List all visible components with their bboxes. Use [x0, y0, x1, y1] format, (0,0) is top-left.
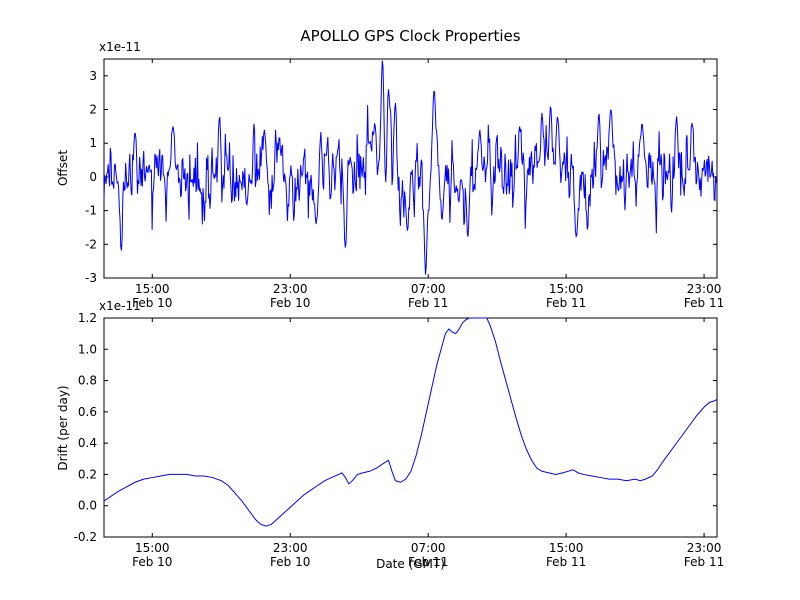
x-tick-time-label: 15:00	[549, 282, 584, 296]
x-axis-label: Date (GMT)	[376, 557, 445, 571]
x-tick-time-label: 23:00	[687, 541, 722, 555]
x-tick-date-label: Feb 11	[408, 296, 448, 310]
offset-axes-frame	[103, 58, 718, 279]
drift-scale-multiplier-label: x1e-11	[99, 299, 141, 313]
y-tick-label: 0.2	[78, 467, 97, 481]
y-tick-label: 3	[89, 69, 97, 83]
x-tick-time-label: 07:00	[411, 282, 446, 296]
x-tick-time-label: 15:00	[135, 541, 170, 555]
x-tick-time-label: 23:00	[687, 282, 722, 296]
x-tick-time-label: 15:00	[135, 282, 170, 296]
x-tick-time-label: 23:00	[273, 282, 308, 296]
x-tick-date-label: Feb 10	[270, 296, 310, 310]
x-tick-date-label: Feb 11	[546, 296, 586, 310]
y-tick-label: 0.4	[78, 436, 97, 450]
y-tick-label: 2	[89, 103, 97, 117]
offset-scale-multiplier-label: x1e-11	[99, 40, 141, 54]
y-tick-label: 1.0	[78, 342, 97, 356]
x-tick-date-label: Feb 10	[132, 555, 172, 569]
y-tick-label: 0.8	[78, 374, 97, 388]
y-tick-label: 1	[89, 136, 97, 150]
x-tick-date-label: Feb 11	[684, 555, 724, 569]
x-tick-time-label: 07:00	[411, 541, 446, 555]
drift-axes-frame	[103, 317, 718, 538]
y-tick-label: -3	[85, 271, 97, 285]
y-tick-label: 0.6	[78, 405, 97, 419]
x-tick-date-label: Feb 10	[270, 555, 310, 569]
x-tick-date-label: Feb 11	[546, 555, 586, 569]
y-tick-label: 0.0	[78, 499, 97, 513]
y-tick-label: 0	[89, 170, 97, 184]
drift-series-line	[103, 317, 718, 527]
x-tick-date-label: Feb 10	[132, 296, 172, 310]
x-tick-date-label: Feb 11	[684, 296, 724, 310]
y-tick-label: -0.2	[74, 530, 97, 544]
y-tick-label: -1	[85, 204, 97, 218]
x-tick-time-label: 23:00	[273, 541, 308, 555]
x-tick-date-label: Feb 11	[408, 555, 448, 569]
drift-y-axis-label: Drift (per day)	[56, 385, 70, 471]
x-tick-time-label: 15:00	[549, 541, 584, 555]
offset-y-axis-label: Offset	[56, 149, 70, 187]
chart-title: APOLLO GPS Clock Properties	[300, 27, 521, 45]
y-tick-label: 1.2	[78, 311, 97, 325]
y-tick-label: -2	[85, 237, 97, 251]
offset-series-line	[103, 60, 718, 275]
